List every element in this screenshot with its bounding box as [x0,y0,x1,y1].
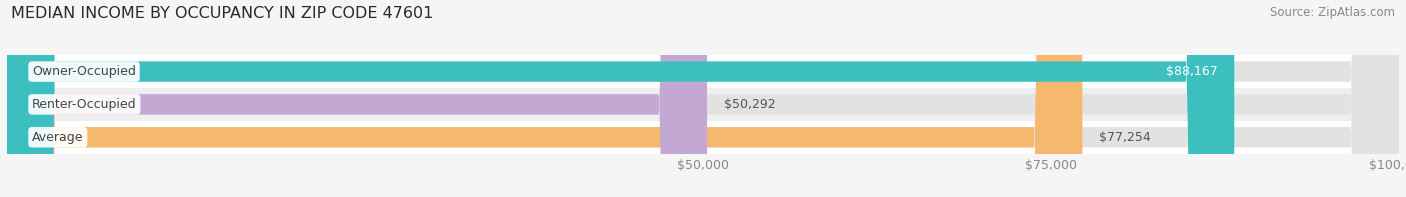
Bar [7,55,1399,88]
Text: Owner-Occupied: Owner-Occupied [32,65,136,78]
FancyBboxPatch shape [7,0,1234,197]
Text: MEDIAN INCOME BY OCCUPANCY IN ZIP CODE 47601: MEDIAN INCOME BY OCCUPANCY IN ZIP CODE 4… [11,6,433,21]
FancyBboxPatch shape [7,0,1399,197]
FancyBboxPatch shape [7,0,1399,197]
Bar [7,121,1399,154]
Text: Average: Average [32,131,83,144]
Text: Renter-Occupied: Renter-Occupied [32,98,136,111]
FancyBboxPatch shape [7,0,1399,197]
Text: Source: ZipAtlas.com: Source: ZipAtlas.com [1270,6,1395,19]
FancyBboxPatch shape [7,0,707,197]
Text: $77,254: $77,254 [1099,131,1152,144]
Text: $88,167: $88,167 [1166,65,1218,78]
Text: $50,292: $50,292 [724,98,775,111]
FancyBboxPatch shape [7,0,1083,197]
Bar [7,88,1399,121]
